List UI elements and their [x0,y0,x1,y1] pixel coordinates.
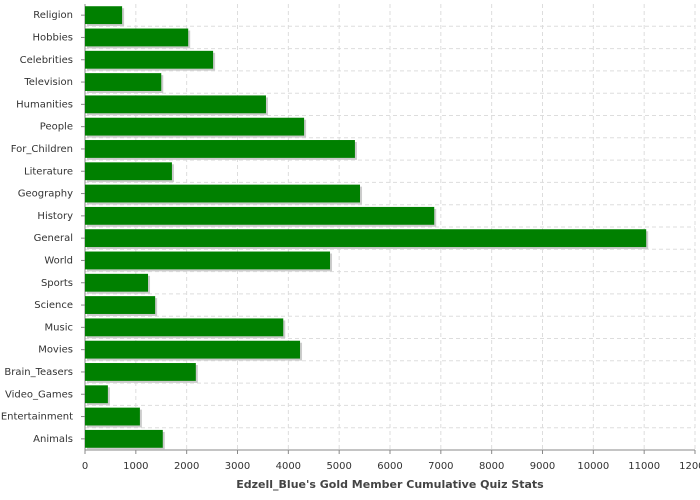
y-tick-label: For_Children [11,144,73,155]
y-tick-label: Television [23,77,73,88]
x-tick-label: 11000 [628,461,660,472]
bar [85,6,123,25]
y-tick-label: History [37,211,73,222]
y-tick-label: General [34,233,73,244]
x-tick-label: 6000 [377,461,402,472]
y-tick-label: Literature [24,166,73,177]
bar [85,95,266,114]
bar [85,140,355,158]
x-tick-label: 10000 [577,461,609,472]
bar [85,296,156,314]
x-tick-label: 2000 [174,461,199,472]
y-tick-label: Music [45,322,73,333]
bar [85,206,435,225]
y-tick-label: Religion [33,10,73,21]
x-tick-label: 1000 [123,461,148,472]
bar [85,273,149,292]
y-tick-label: Geography [18,189,73,200]
bar [85,162,172,181]
x-tick-label: 3000 [225,461,250,472]
y-tick-label: Sports [41,278,73,289]
y-tick-label: Humanities [16,99,73,110]
bar [85,363,196,381]
y-tick-label: Science [34,300,73,311]
x-tick-label: 5000 [326,461,351,472]
bar [85,385,108,404]
bar [85,73,162,91]
bar [85,340,301,359]
bar [85,50,214,69]
bar [85,407,140,426]
x-tick-label: 8000 [479,461,504,472]
y-tick-label: Movies [38,345,73,356]
bar [85,184,361,203]
y-tick-label: Brain_Teasers [4,367,73,378]
x-tick-label: 12000 [679,461,700,472]
bar [85,229,647,248]
bar [85,429,163,448]
x-tick-label: 4000 [276,461,301,472]
x-axis-title: Edzell_Blue's Gold Member Cumulative Qui… [236,478,544,491]
x-tick-label: 9000 [530,461,555,472]
bar [85,117,305,136]
y-tick-label: Video_Games [5,389,73,400]
y-tick-label: Entertainment [1,412,73,423]
y-tick-label: Celebrities [20,55,73,66]
x-tick-label: 0 [82,461,88,472]
y-tick-label: Hobbies [33,32,73,43]
y-tick-label: People [40,122,73,133]
y-tick-label: Animals [33,434,73,445]
bar [85,28,189,47]
y-tick-label: World [44,255,73,266]
bar [85,251,331,270]
bar [85,318,284,337]
x-tick-label: 7000 [428,461,453,472]
